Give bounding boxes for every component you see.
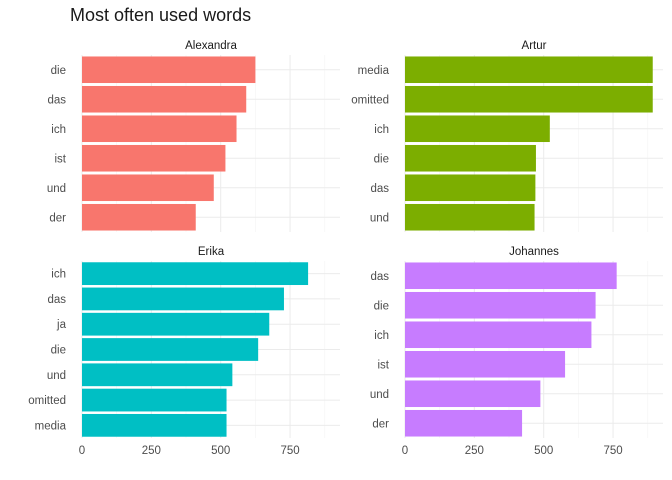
y-tick-label: ich (374, 124, 389, 136)
y-tick-label: der (49, 212, 66, 224)
bar-erika-die (82, 338, 259, 361)
y-tick-label: omitted (351, 94, 389, 106)
bar-johannes-ich (405, 321, 592, 349)
bar-johannes-und (405, 380, 541, 408)
x-tick-label: 750 (603, 445, 622, 457)
y-tick-label: und (370, 389, 389, 401)
y-tick-label: das (47, 94, 66, 106)
facet-label-artur: Artur (522, 40, 547, 52)
bar-johannes-das (405, 262, 617, 290)
y-tick-label: media (35, 420, 67, 432)
y-tick-label: das (47, 294, 66, 306)
x-tick-label: 500 (211, 445, 230, 457)
y-tick-label: media (358, 65, 390, 77)
bar-erika-und (82, 363, 233, 387)
y-tick-label: ich (374, 330, 389, 342)
bar-alexandra-der (82, 203, 196, 231)
y-tick-label: ist (55, 153, 67, 165)
x-tick-label: 750 (280, 445, 299, 457)
y-tick-label: die (374, 153, 389, 165)
y-tick-label: der (372, 418, 389, 430)
bar-artur-ich (405, 115, 550, 143)
x-tick-label: 500 (534, 445, 553, 457)
x-tick-label: 250 (465, 445, 484, 457)
bar-artur-die (405, 144, 536, 172)
x-tick-label: 0 (402, 445, 408, 457)
y-tick-label: die (51, 65, 66, 77)
y-tick-label: und (47, 183, 66, 195)
bar-erika-ich (82, 262, 309, 286)
bar-erika-ja (82, 312, 270, 336)
bar-erika-das (82, 287, 284, 311)
facet-label-erika: Erika (198, 246, 225, 258)
y-tick-label: ja (56, 319, 67, 331)
bar-alexandra-ich (82, 115, 237, 143)
x-tick-label: 250 (142, 445, 161, 457)
y-tick-label: ich (51, 269, 66, 281)
x-tick-label: 0 (79, 445, 85, 457)
y-tick-label: die (51, 345, 66, 357)
y-tick-label: ich (51, 124, 66, 136)
chart-title: Most often used words (70, 5, 251, 25)
bar-erika-media (82, 413, 227, 437)
bar-alexandra-und (82, 174, 214, 202)
y-tick-label: und (370, 212, 389, 224)
y-tick-label: das (370, 271, 389, 283)
bar-alexandra-die (82, 56, 256, 84)
y-tick-label: und (47, 370, 66, 382)
y-tick-label: ist (378, 359, 390, 371)
bar-erika-omitted (82, 388, 227, 412)
y-tick-label: das (370, 183, 389, 195)
bar-alexandra-das (82, 85, 247, 113)
bar-artur-und (405, 203, 535, 231)
y-tick-label: omitted (28, 395, 66, 407)
facet-label-johannes: Johannes (509, 246, 559, 258)
bar-johannes-die (405, 291, 596, 319)
y-tick-label: die (374, 300, 389, 312)
bar-artur-omitted (405, 85, 653, 113)
bar-artur-das (405, 174, 536, 202)
bar-artur-media (405, 56, 653, 84)
bar-johannes-der (405, 409, 523, 437)
facet-label-alexandra: Alexandra (185, 40, 237, 52)
bar-alexandra-ist (82, 144, 226, 172)
bar-johannes-ist (405, 350, 566, 378)
